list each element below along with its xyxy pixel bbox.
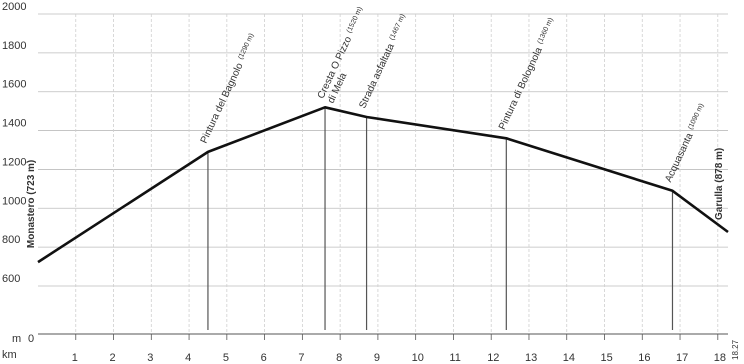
waypoint-name-3: Pintura di Bolognola	[497, 45, 545, 131]
x-tick-label-14: 14	[563, 352, 575, 364]
y-unit-label: m	[12, 333, 21, 345]
y-tick-label-600: 600	[2, 273, 20, 285]
waypoint-name-2: Strada asfaltata	[357, 42, 397, 111]
axes	[38, 333, 728, 340]
x-tick-label-5: 5	[223, 352, 229, 364]
x-tick-label-12: 12	[487, 352, 499, 364]
waypoint-elev-3: (1360 m)	[537, 17, 555, 45]
y-tick-labels: 600 800 1000 1200 1400 1600 1800 2000	[2, 1, 26, 285]
x-unit-label: km	[2, 349, 17, 361]
waypoint-elev-0: (1290 m)	[237, 32, 255, 60]
y-tick-label-800: 800	[2, 234, 20, 246]
end-label: Garulla (878 m)	[714, 148, 725, 220]
x-tick-label-1: 1	[72, 352, 78, 364]
x-tick-label-15: 15	[601, 352, 613, 364]
waypoint-annotation-2: Strada asfaltata(1467 m)	[357, 13, 407, 111]
waypoint-annotation-4: Acquasanta(1090 m)	[663, 103, 705, 185]
x-tick-label-13: 13	[525, 352, 537, 364]
y-tick-label-1800: 1800	[2, 40, 26, 52]
x-tick-label-11: 11	[449, 352, 460, 364]
start-label: Monastero (723 m)	[26, 160, 37, 248]
x-tick-labels: 1 2 3 4 5 6 7 8 9 10 11 12 13 14 15 16 17 18 18.27	[72, 339, 740, 364]
x-tick-label-18: 18	[714, 352, 726, 364]
waypoint-annotations: Pintura del Bagnolo(1290 m) Cresta O Pizz…	[26, 6, 725, 248]
x-tick-label-3: 3	[147, 352, 153, 364]
elevation-profile-line	[37, 106, 729, 264]
y-tick-label-1000: 1000	[2, 195, 26, 207]
x-tick-label-2: 2	[110, 352, 116, 364]
y-tick-label-1600: 1600	[2, 79, 26, 91]
waypoint-annotation-0: Pintura del Bagnolo(1290 m)	[199, 32, 256, 145]
y-tick-label-2000: 2000	[2, 1, 26, 13]
x-tick-label-9: 9	[374, 352, 380, 364]
waypoint-drop-lines	[207, 107, 674, 330]
y-zero-label: 0	[28, 333, 34, 345]
waypoint-elev-2: (1467 m)	[389, 13, 407, 41]
waypoint-name-4: Acquasanta	[663, 131, 695, 184]
grid-lines	[38, 13, 728, 334]
x-tick-label-10: 10	[412, 352, 424, 364]
y-tick-label-1400: 1400	[2, 118, 26, 130]
waypoint-name-0: Pintura del Bagnolo	[199, 61, 246, 145]
x-tick-label-4: 4	[185, 352, 191, 364]
x-tick-label-7: 7	[298, 352, 304, 364]
x-tick-label-6: 6	[261, 352, 267, 364]
waypoint-annotation-3: Pintura di Bolognola(1360 m)	[497, 17, 555, 132]
waypoint-elev-1: (1520 m)	[346, 6, 364, 34]
y-tick-label-1200: 1200	[2, 156, 26, 168]
x-tick-label-16: 16	[638, 352, 650, 364]
x-end-label: 18.27	[731, 339, 740, 360]
x-tick-label-17: 17	[676, 352, 688, 364]
x-tick-label-8: 8	[336, 352, 342, 364]
waypoint-elev-4: (1090 m)	[687, 103, 705, 131]
